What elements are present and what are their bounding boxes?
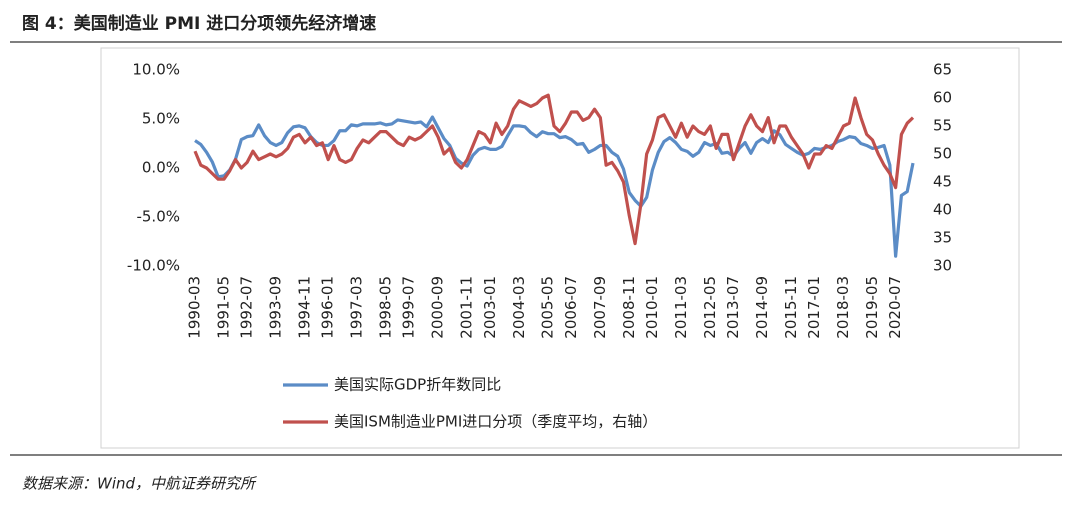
chart-frame	[100, 47, 1020, 449]
y-tick-label: 10.0%	[132, 61, 180, 79]
x-tick-label: 2005-05	[539, 276, 557, 339]
legend-label: 美国实际GDP折年数同比	[334, 376, 501, 394]
x-tick-label: 2004-03	[510, 276, 528, 339]
x-tick-label: 2010-01	[643, 276, 661, 339]
x-tick-label: 2014-09	[753, 276, 771, 339]
x-tick-label: 2015-11	[782, 276, 800, 339]
x-tick-label: 2003-01	[481, 276, 499, 339]
x-tick-label: 2011-03	[672, 276, 690, 339]
y2-tick-label: 50	[933, 145, 952, 163]
y-tick-label: 0.0%	[142, 159, 180, 177]
y2-tick-label: 60	[933, 89, 952, 107]
source-note: 数据来源：Wind，中航证券研究所	[22, 475, 257, 493]
x-tick-label: 2007-09	[591, 276, 609, 339]
data-line	[193, 93, 915, 246]
legend-label: 美国ISM制造业PMI进口分项（季度平均，右轴）	[334, 413, 657, 431]
x-tick-label: 2008-11	[620, 276, 638, 339]
x-tick-label: 2019-05	[863, 276, 881, 339]
y-tick-label: 5.0%	[142, 110, 180, 128]
x-tick-label: 2020-07	[886, 276, 904, 339]
y2-tick-label: 65	[933, 61, 952, 79]
x-tick-label: 2012-05	[701, 276, 719, 339]
y2-tick-label: 55	[933, 117, 952, 135]
x-tick-label: 1999-07	[400, 276, 418, 339]
y2-tick-label: 35	[933, 229, 952, 247]
x-tick-label: 1992-07	[238, 276, 256, 339]
x-tick-label: 1997-03	[348, 276, 366, 339]
x-tick-label: 2000-09	[429, 276, 447, 339]
x-tick-label: 2013-07	[724, 276, 742, 339]
x-tick-label: 2001-11	[458, 276, 476, 339]
chart-title: 图 4：美国制造业 PMI 进口分项领先经济增速	[22, 13, 376, 34]
x-tick-label: 2018-03	[834, 276, 852, 339]
x-tick-label: 1994-11	[296, 276, 314, 339]
x-tick-label: 1990-03	[186, 276, 204, 339]
y2-tick-label: 30	[933, 257, 952, 275]
y2-tick-label: 45	[933, 173, 952, 191]
y-tick-label: -5.0%	[136, 208, 180, 226]
x-tick-label: 2006-07	[562, 276, 580, 339]
x-tick-label: 1996-01	[319, 276, 337, 339]
x-tick-label: 1998-05	[377, 276, 395, 339]
x-tick-label: 1993-09	[267, 276, 285, 339]
x-tick-label: 2017-01	[805, 276, 823, 339]
x-tick-label: 1991-05	[214, 276, 232, 339]
y-tick-label: -10.0%	[127, 257, 180, 275]
y2-tick-label: 40	[933, 201, 952, 219]
